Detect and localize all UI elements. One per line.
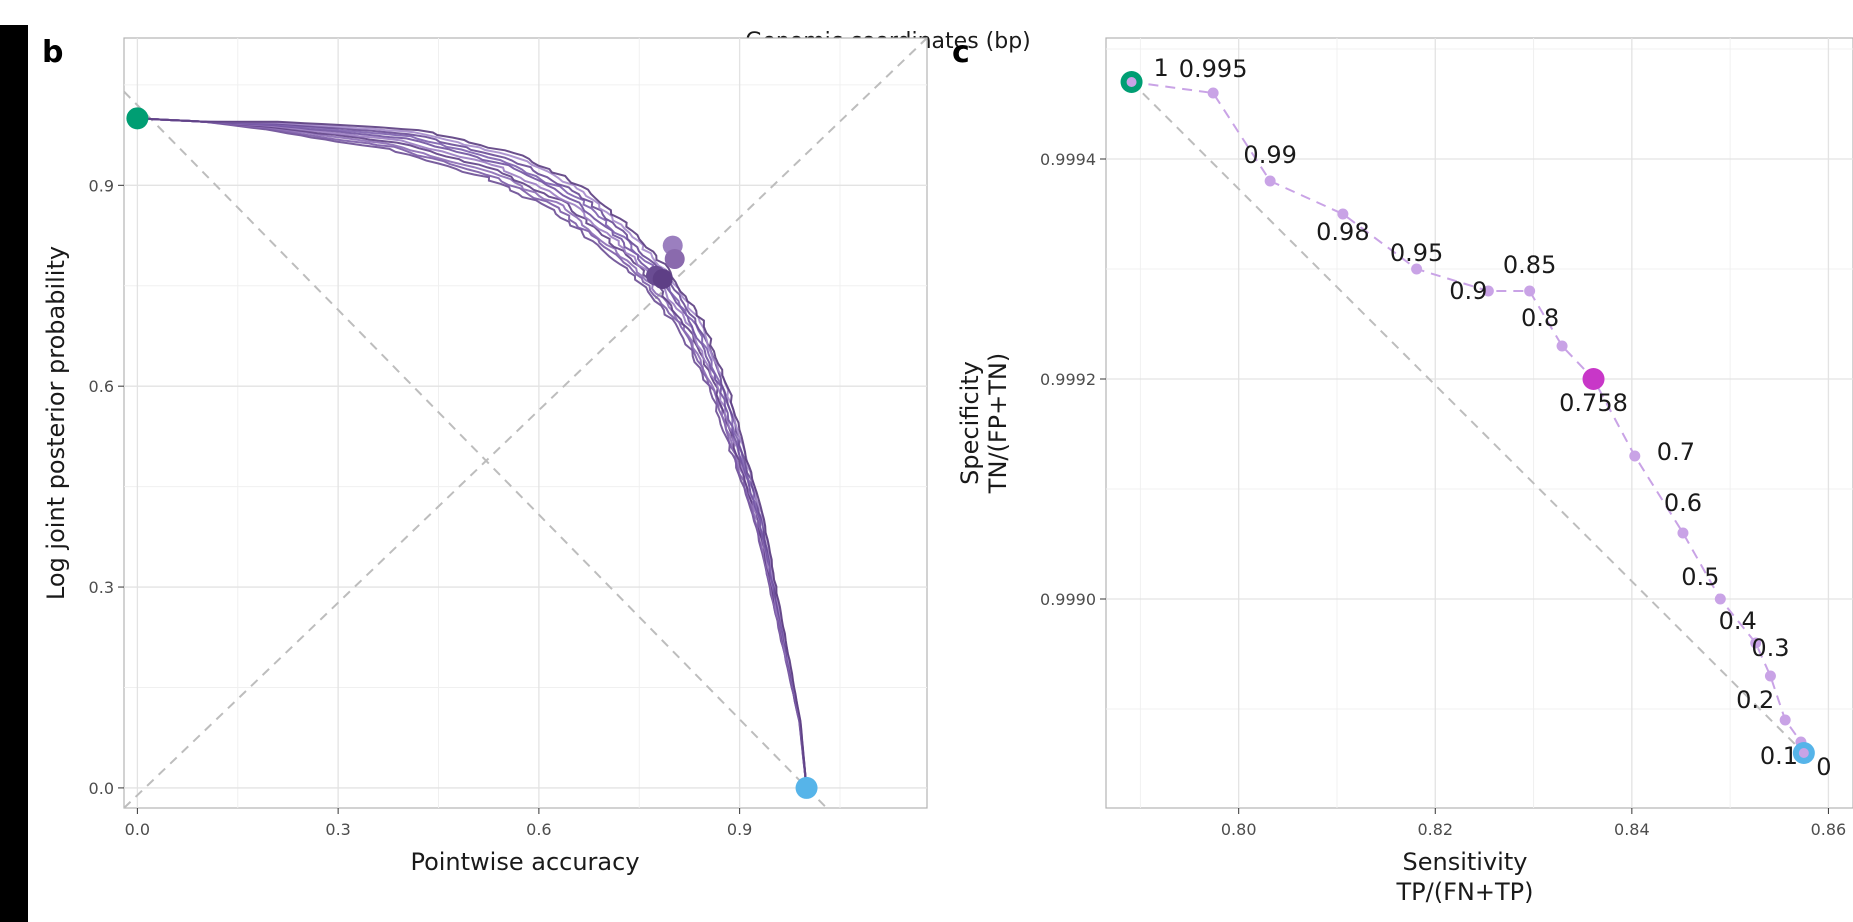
y-tick-label: 0.9990	[1040, 590, 1096, 609]
x-tick-label: 0.84	[1614, 820, 1650, 839]
point-label: 1	[1154, 54, 1169, 82]
panel-c-x-label-2: TP/(FN+TP)	[1396, 878, 1534, 906]
y-tick-label: 0.9994	[1040, 150, 1096, 169]
panel-c-plot-area	[1105, 37, 1853, 809]
endpoint-end	[795, 776, 818, 799]
panel-b-y-ticks: 0.0 0.3 0.6 0.9	[89, 176, 124, 798]
y-tick-label: 0.3	[89, 578, 114, 597]
point-label: 0.98	[1316, 218, 1369, 246]
threshold-point	[1482, 285, 1494, 297]
threshold-point	[1714, 593, 1726, 605]
point-label: 0.2	[1736, 686, 1774, 714]
panel-b-grid	[124, 38, 927, 808]
y-tick-label: 0.6	[89, 377, 114, 396]
point-label: 0.99	[1243, 141, 1296, 169]
endpoint-start	[126, 107, 149, 130]
panel-b-label: b	[42, 35, 63, 70]
crossing-point	[652, 269, 673, 290]
threshold-point	[1126, 77, 1137, 87]
left-black-bar	[0, 25, 28, 922]
point-label: 0.758	[1559, 389, 1628, 417]
threshold-point	[1764, 670, 1776, 682]
y-tick-label: 0.9992	[1040, 370, 1096, 389]
panel-b-reference-lines	[123, 37, 928, 809]
point-label: 0.3	[1751, 634, 1789, 662]
x-tick-label: 0.9	[727, 820, 752, 839]
threshold-point	[1677, 527, 1689, 539]
y-tick-label: 0.0	[89, 779, 114, 798]
series-line	[137, 117, 808, 789]
panel-c-reference-line	[1130, 81, 1805, 754]
point-label: 0.85	[1503, 251, 1556, 279]
reference-line-anti-diagonal	[123, 90, 828, 809]
panel-b-curves	[137, 117, 808, 789]
point-label: 0.95	[1390, 239, 1443, 267]
panel-b-points	[126, 107, 818, 799]
panel-b-x-ticks: 0.0 0.3 0.6 0.9	[125, 808, 752, 839]
x-tick-label: 0.82	[1417, 820, 1453, 839]
panel-c-point-labels: 1 0.995 0.99 0.98 0.950.9 0.85 0.8 0.758 0.7 0.6 0…	[1154, 54, 1832, 781]
panel-c-y-label-2: TN/(FP+TN)	[984, 353, 1012, 494]
highlight-point-0.758	[1582, 368, 1605, 390]
threshold-point	[1629, 450, 1641, 462]
y-tick-label: 0.9	[89, 176, 114, 195]
panel-c-x-ticks: 0.80 0.82 0.84 0.86	[1221, 808, 1846, 839]
x-tick-label: 0.0	[125, 820, 150, 839]
crossing-point	[664, 248, 685, 269]
panel-b-x-label: Pointwise accuracy	[410, 848, 639, 876]
panel-c-x-label: Sensitivity	[1403, 848, 1528, 876]
panel-c-y-ticks: 0.9990 0.9992 0.9994	[1040, 150, 1106, 609]
point-label: 0.995	[1179, 55, 1248, 83]
x-tick-label: 0.6	[526, 820, 551, 839]
point-label: 0.9	[1449, 277, 1487, 305]
point-label: 0.4	[1719, 607, 1757, 635]
threshold-point	[1337, 208, 1349, 220]
threshold-point	[1798, 748, 1809, 758]
point-label: 0.7	[1657, 438, 1695, 466]
point-label: 0.6	[1664, 489, 1702, 517]
reference-line	[1130, 81, 1805, 754]
panel-c-label: c	[952, 35, 970, 70]
x-tick-label: 0.80	[1221, 820, 1257, 839]
point-label: 0.1	[1760, 742, 1798, 770]
threshold-point	[1556, 340, 1568, 352]
x-tick-label: 0.86	[1811, 820, 1847, 839]
point-label: 0.8	[1521, 304, 1559, 332]
threshold-point	[1779, 714, 1791, 726]
threshold-point	[1264, 175, 1276, 187]
panel-b-y-label: Log joint posterior probability	[42, 246, 70, 600]
threshold-point	[1411, 263, 1423, 275]
threshold-point	[1750, 637, 1762, 649]
panel-c-points	[1120, 71, 1815, 764]
panel-c-y-label: Specificity	[956, 361, 984, 485]
threshold-point	[1524, 285, 1536, 297]
x-tick-label: 0.3	[325, 820, 350, 839]
point-label: 0.5	[1681, 563, 1719, 591]
panel-b: b 0.0 0.3 0.6 0.9 0.0 0.3 0.6 0.9 Pointwise ac…	[42, 35, 928, 876]
panel-c: c 1 0.995 0.99 0.98 0.950.9 0.85 0.8 0.758 0.7 0.…	[952, 35, 1853, 906]
point-label: 0	[1816, 753, 1831, 781]
threshold-point	[1207, 87, 1219, 99]
panel-c-grid	[1106, 38, 1853, 808]
